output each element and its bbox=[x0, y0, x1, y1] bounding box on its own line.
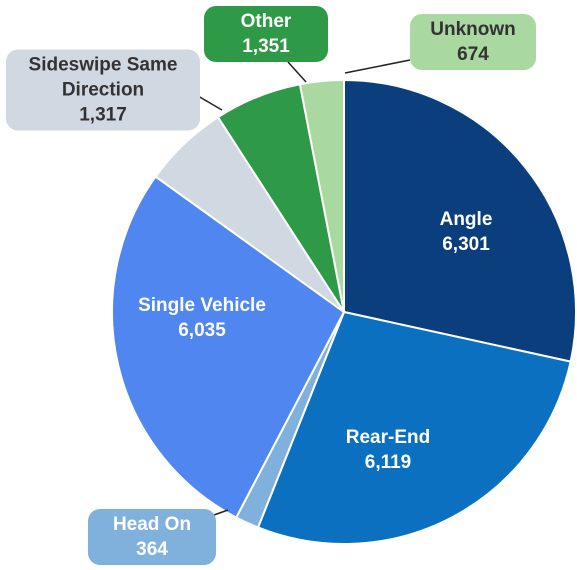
slice-label: Angle 6,301 bbox=[440, 207, 493, 257]
pie-slice bbox=[256, 310, 572, 545]
pie-slice bbox=[111, 175, 346, 519]
value-label: 1,351 bbox=[242, 36, 290, 57]
value-label: 364 bbox=[136, 539, 168, 560]
category-label: Single Vehicle bbox=[138, 295, 266, 316]
slice-label: Single Vehicle 6,035 bbox=[138, 293, 266, 343]
slice-label: Head On 364 bbox=[88, 509, 216, 565]
category-label: Other bbox=[240, 11, 292, 32]
leader-line bbox=[344, 59, 411, 74]
value-label: 674 bbox=[457, 44, 489, 65]
slice-label: Other 1,351 bbox=[204, 6, 328, 62]
category-label: Angle bbox=[439, 209, 493, 230]
value-label: 1,317 bbox=[79, 104, 127, 126]
slice-label: Unknown 674 bbox=[410, 14, 536, 70]
leader-line bbox=[197, 95, 223, 111]
category-label: Unknown bbox=[430, 19, 516, 40]
pie-slice bbox=[298, 78, 345, 313]
value-label: 6,119 bbox=[364, 452, 412, 473]
category-label: Sideswipe Same Direction bbox=[28, 54, 178, 101]
category-label: Head On bbox=[112, 514, 192, 535]
value-label: 6,035 bbox=[178, 320, 226, 341]
slice-label: Rear-End 6,119 bbox=[346, 425, 430, 475]
value-label: 6,301 bbox=[442, 234, 490, 255]
leader-line bbox=[287, 61, 307, 83]
slice-label: Sideswipe Same Direction 1,317 bbox=[6, 49, 200, 131]
pie-slice bbox=[343, 78, 577, 363]
category-label: Rear-End bbox=[345, 427, 431, 448]
